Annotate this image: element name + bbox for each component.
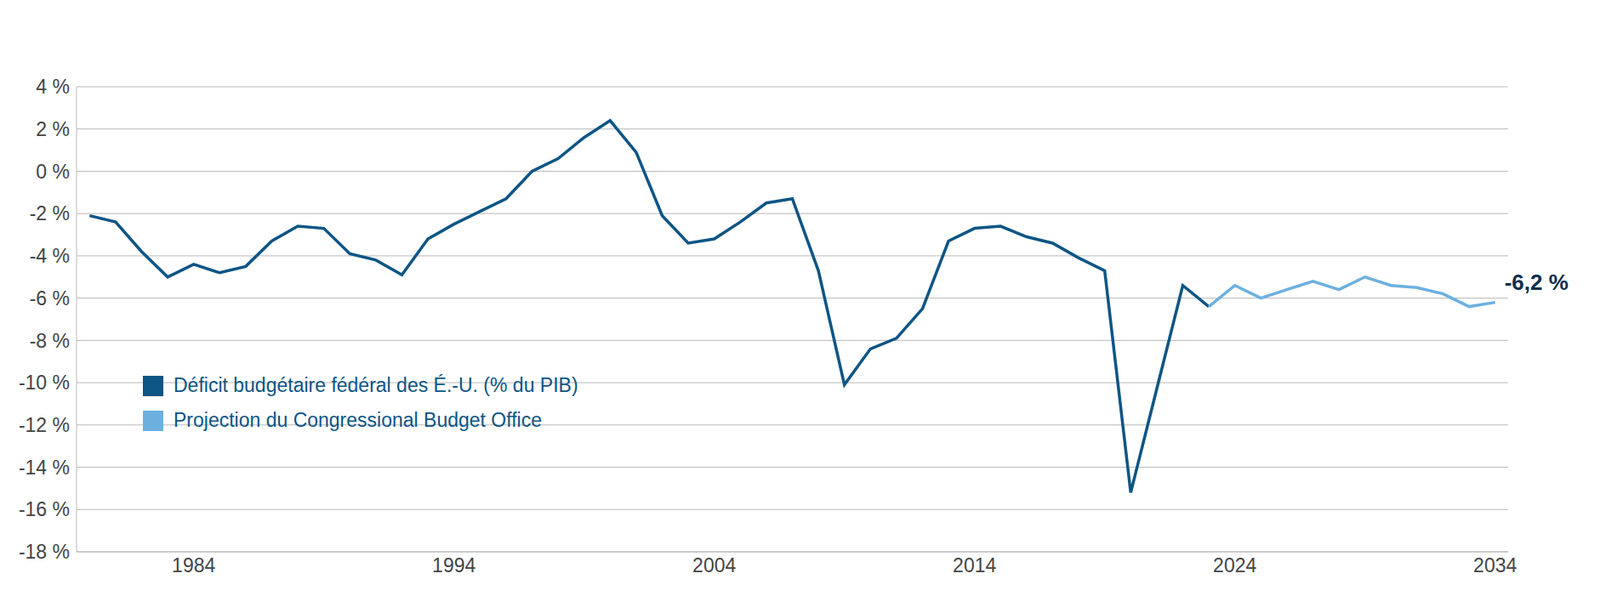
html-text:Projection du Congressional Bu: Projection du Congressional Budget Offic… [173,409,542,432]
svg-text:-8 %: -8 % [29,330,70,353]
svg-text:2014: 2014 [952,554,997,577]
svg-text:2 %: 2 % [35,118,70,141]
svg-text:1994: 1994 [432,554,476,577]
svg-text:2034: 2034 [1473,554,1517,577]
svg-text:-10 %: -10 % [18,371,70,394]
svg-text:-2 %: -2 % [29,202,70,225]
svg-text:-4 %: -4 % [29,244,70,268]
svg-text:-18 %: -18 % [18,540,70,564]
svg-text:-16 %: -16 % [18,498,70,521]
svg-text:0 %: 0 % [35,160,70,183]
svg-text:-12 %: -12 % [18,414,70,437]
svg-text:-14 %: -14 % [18,456,70,479]
svg-text:1984: 1984 [171,554,216,577]
svg-text:4 %: 4 % [35,75,70,98]
svg-text:2004: 2004 [692,554,736,577]
svg-text:-6,2 %: -6,2 % [1504,269,1569,296]
svg-text:2024: 2024 [1212,554,1257,577]
html-text:Déficit budgétaire fédéral des: Déficit budgétaire fédéral des É.-U. (% … [173,374,579,397]
svg-text:-6 %: -6 % [29,287,70,310]
